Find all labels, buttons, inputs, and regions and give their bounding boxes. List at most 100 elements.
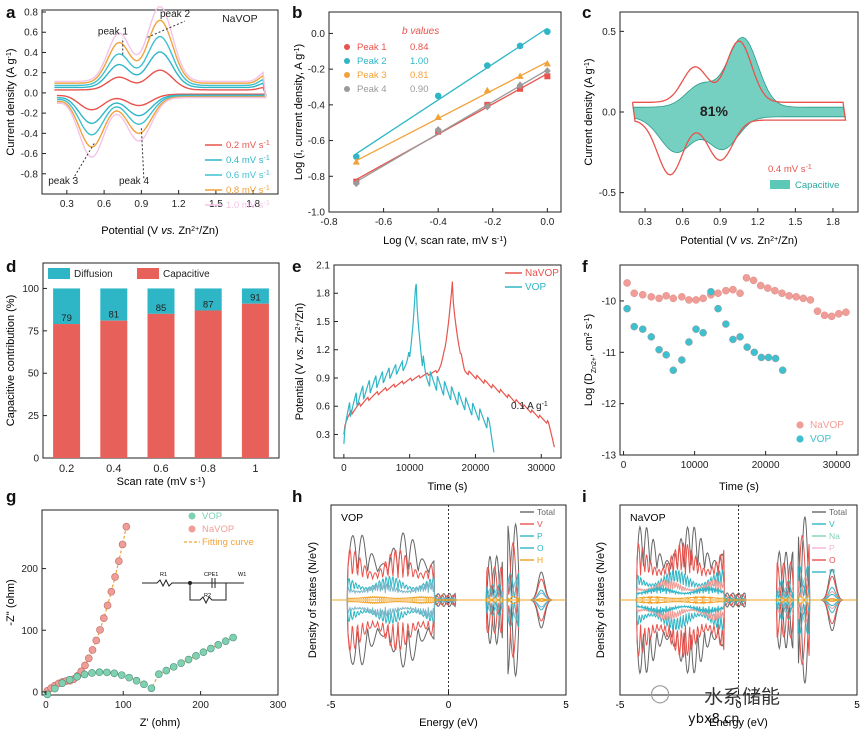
legend-b-value: 0.84 <box>410 42 429 53</box>
data-point <box>742 274 751 282</box>
panel-letter: c <box>582 3 591 22</box>
label-part: -1 <box>264 200 270 207</box>
panel-b: b-0.8 -0.6 -0.4 -0.2 0.0-1.0-0.8-0.6-0.4-0.2… <box>292 3 562 247</box>
y-tick-label: 0.3 <box>316 430 330 441</box>
legend-marker <box>344 72 350 78</box>
label-part: Scan rate (mV s <box>117 476 196 488</box>
data-point <box>692 296 700 304</box>
data-point <box>756 281 765 290</box>
data-point-circle <box>516 42 524 50</box>
peak-label: peak 3 <box>48 176 78 187</box>
x-tick-label: 30000 <box>527 463 555 474</box>
watermark: ◯ 水系储能 ybx8.cn <box>642 680 864 734</box>
data-point-navop <box>96 626 104 634</box>
label-part: 2+ <box>770 236 778 243</box>
y-tick-label: 0 <box>33 454 39 465</box>
y-tick-label: 0.8 <box>24 8 38 19</box>
bar-capacitive <box>53 324 81 458</box>
label-part: -1 <box>497 236 503 243</box>
bar-value-label: 81 <box>109 310 120 321</box>
data-point-navop <box>115 557 123 565</box>
data-point-vop <box>103 668 111 677</box>
y-tick-label: -13 <box>602 451 617 462</box>
legend-label: Fitting curve <box>202 537 254 548</box>
legend-title: b values <box>402 26 439 37</box>
fit-line <box>355 61 548 162</box>
gitt-curve <box>343 281 555 448</box>
label-part: /Zn) <box>199 225 219 237</box>
legend-label: Capacitive <box>795 180 839 191</box>
y-tick-label: 25 <box>28 411 40 422</box>
label-part: 0.4 mV s <box>768 164 806 175</box>
bar-value-label: 79 <box>61 313 72 324</box>
label-part: -1 <box>195 477 201 484</box>
watermark-site: ybx8.cn <box>688 712 740 727</box>
plot-title: VOP <box>341 512 363 524</box>
cv-series-line <box>54 51 267 125</box>
bar-diffusion <box>241 288 269 304</box>
circuit-wires <box>142 578 244 605</box>
y-tick-label: -0.6 <box>21 149 39 160</box>
y-axis-label: Density of states (N/eV) <box>595 542 607 658</box>
circuit-label: R1 <box>160 572 167 578</box>
legend-label: V <box>537 519 543 529</box>
y-tick-label: -0.2 <box>308 65 326 76</box>
legend-label: Peak 1 <box>357 42 387 53</box>
y-axis-label: Current density (A g-1) <box>583 58 595 165</box>
fit-line <box>355 69 548 183</box>
data-point <box>792 293 800 301</box>
label-part: 2+ <box>191 226 199 233</box>
y-tick-label: -11 <box>602 348 616 359</box>
legend-label: Total <box>537 507 555 517</box>
x-tick-label: -0.8 <box>320 217 338 228</box>
legend-swatch <box>48 268 70 279</box>
x-tick-label: 0.3 <box>638 217 652 228</box>
dos-curve <box>331 541 566 601</box>
y-tick-label: 2.1 <box>316 261 330 272</box>
legend-swatch <box>770 180 790 189</box>
cv-series-line <box>54 5 267 159</box>
legend-label: VOP <box>810 434 831 445</box>
x-axis-label: Energy (eV) <box>709 717 768 729</box>
x-axis-label: Energy (eV) <box>419 717 478 729</box>
data-point <box>771 286 779 295</box>
label-part: /Zn) <box>778 235 798 247</box>
label-part: -1 <box>264 155 270 162</box>
circuit-label: R2 <box>204 593 211 599</box>
legend-swatch <box>137 268 159 279</box>
legend-label: Peak 2 <box>357 56 387 67</box>
x-tick-label: 1.8 <box>246 199 260 210</box>
legend-label: 0.6 mV s-1 <box>226 170 270 182</box>
label-part: Potential (V <box>294 360 306 420</box>
label-part: s <box>583 323 595 332</box>
plot-title: NaVOP <box>630 512 666 524</box>
y-tick-label: 0.4 <box>24 48 38 59</box>
x-axis-label: Time (s) <box>719 481 759 493</box>
label-part: Potential (V <box>680 235 740 247</box>
data-point <box>714 289 722 297</box>
data-point <box>678 293 686 301</box>
y-tick-label: 0.9 <box>316 373 330 384</box>
data-point-vop <box>207 644 215 653</box>
panel-a: a0.3 0.6 0.9 1.2 1.5 1.8-0.8-0.6-0.4-0.20.00.… <box>5 3 279 237</box>
y-tick-label: -0.8 <box>308 172 326 183</box>
data-point-vop <box>229 633 237 642</box>
panel-letter: g <box>6 487 16 506</box>
data-point-vop <box>155 670 163 679</box>
label-part: vs. <box>294 346 306 360</box>
bar-diffusion <box>194 288 222 311</box>
y-tick-label: 0.0 <box>602 108 616 119</box>
data-point <box>714 304 722 313</box>
x-axis-label: Scan rate (mV s-1) <box>117 476 206 488</box>
x-tick-label: -5 <box>616 700 625 711</box>
panel-letter: a <box>6 3 16 22</box>
legend-label: Total <box>829 507 847 517</box>
panel-e: e 0 10000 20000 30000 0.3 0.6 0.9 1.2 1.5 1.8 2.1 Ti… <box>292 257 562 493</box>
data-point-vop <box>58 679 67 687</box>
legend-b-value: 1.00 <box>410 56 429 67</box>
data-point-diamond <box>434 126 442 134</box>
data-point-triangle <box>434 113 442 120</box>
x-axis-label: Time (s) <box>428 481 468 493</box>
label-part: ) <box>293 44 305 48</box>
